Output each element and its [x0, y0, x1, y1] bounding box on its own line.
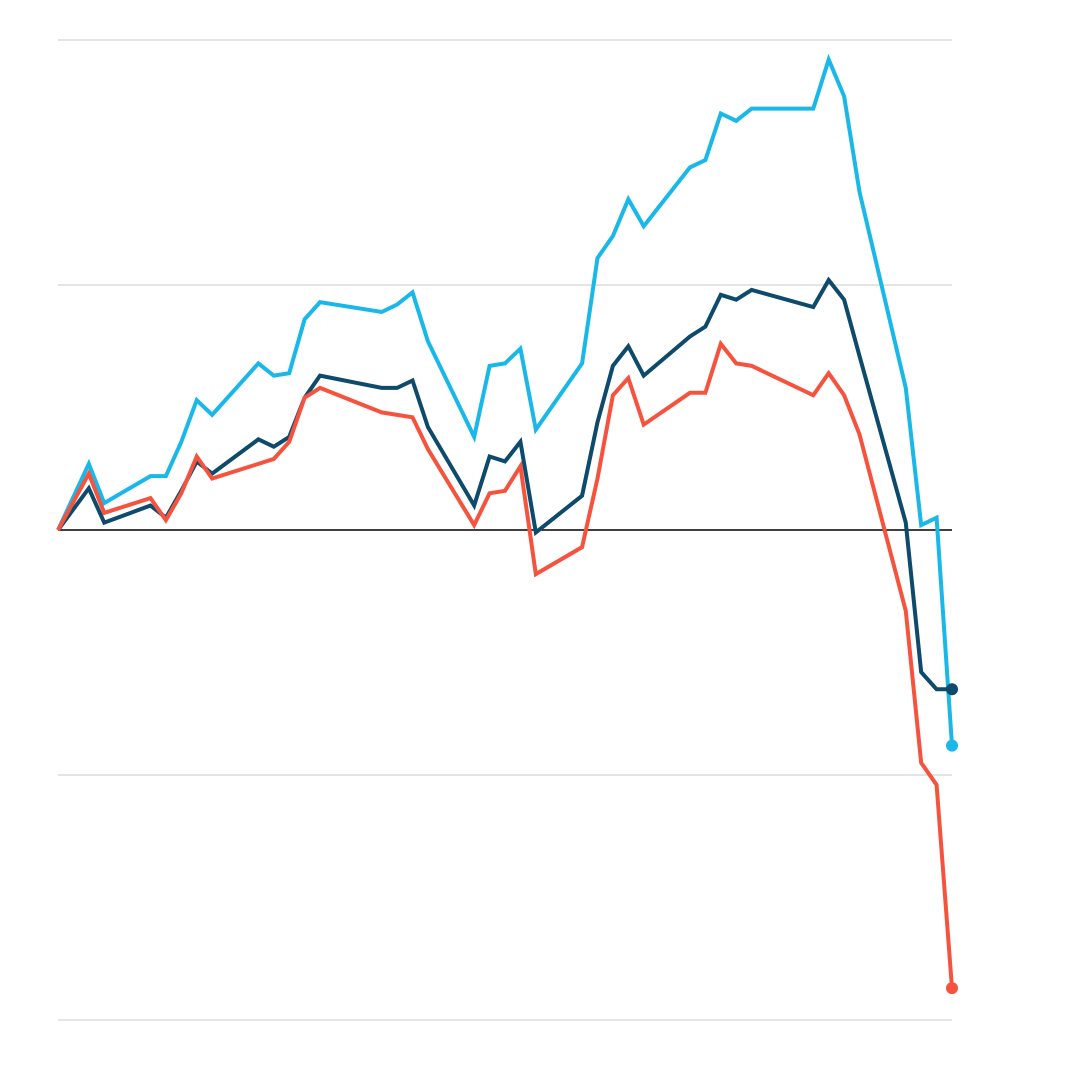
end-dot	[946, 739, 958, 752]
series-line	[56, 53, 954, 746]
end-dot	[946, 982, 958, 995]
series-line	[56, 276, 952, 692]
series-line	[56, 339, 954, 989]
end-dot	[946, 683, 958, 696]
